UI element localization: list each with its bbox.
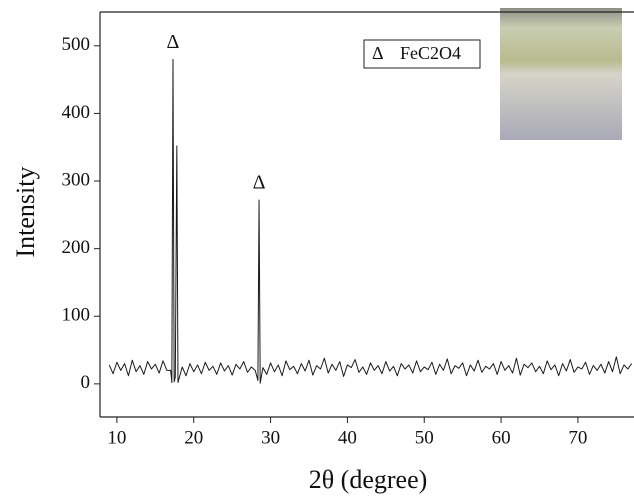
peak-annotation: Δ [253, 172, 266, 194]
data-line [108, 58, 633, 384]
y-axis-label: Intensity [11, 167, 40, 258]
x-tick-label: 50 [415, 427, 434, 448]
y-tick-label: 0 [81, 372, 91, 393]
x-tick-label: 10 [107, 427, 126, 448]
inset-photo [500, 8, 622, 140]
x-tick-label: 60 [492, 427, 511, 448]
y-tick-label: 400 [62, 102, 91, 123]
y-tick-label: 500 [62, 34, 91, 55]
y-tick-label: 300 [62, 169, 91, 190]
x-axis-label: 2θ (degree) [309, 465, 428, 494]
x-tick-label: 30 [261, 427, 280, 448]
x-tick-label: 20 [184, 427, 203, 448]
legend-box [363, 39, 481, 69]
x-tick-label: 70 [568, 427, 587, 448]
peak-annotation: Δ [167, 31, 180, 53]
y-tick-label: 200 [62, 237, 91, 258]
legend-symbol: Δ [372, 43, 384, 63]
y-tick-label: 100 [62, 305, 91, 326]
legend-label: FeC2O4 [400, 43, 461, 63]
x-tick-label: 40 [338, 427, 357, 448]
